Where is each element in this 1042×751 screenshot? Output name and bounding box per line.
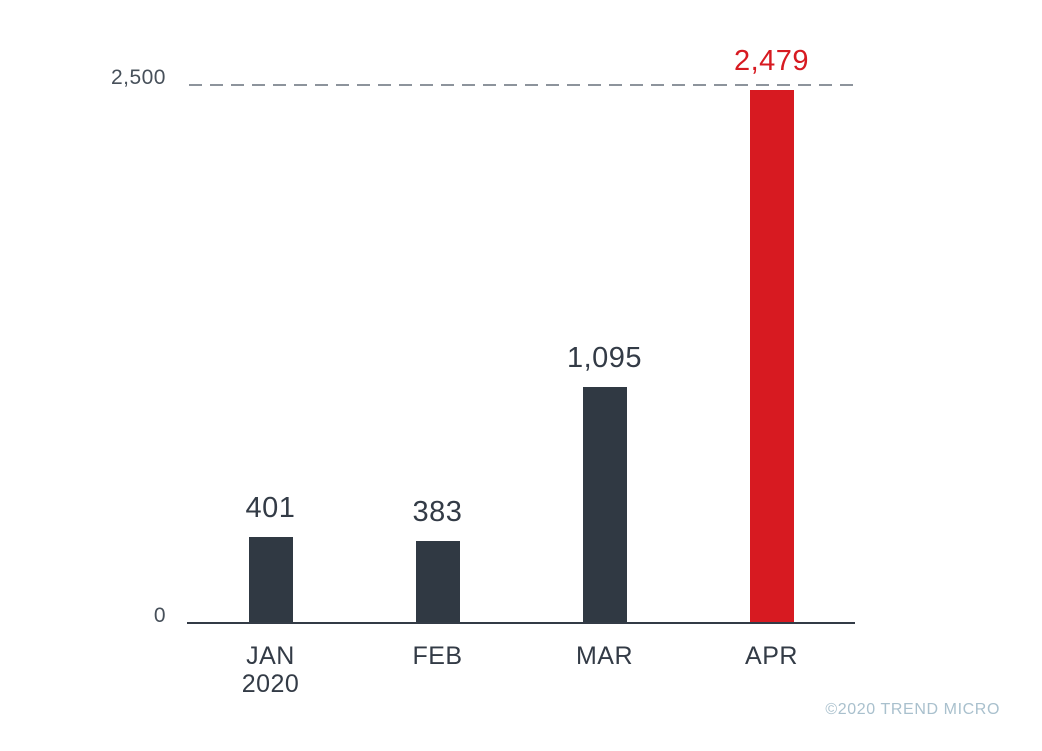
x-category-label-line: 2020 bbox=[241, 670, 300, 698]
y-tick-label: 0 bbox=[153, 604, 166, 627]
bar-value-label-feb: 383 bbox=[412, 495, 463, 528]
bar-value-label-jan: 401 bbox=[245, 491, 296, 524]
bar-jan bbox=[248, 536, 293, 623]
y-tick-label: 2,500 bbox=[110, 66, 166, 89]
copyright-text: ©2020 TREND MICRO bbox=[825, 701, 1000, 718]
bar-feb bbox=[415, 540, 460, 623]
bar-column-mar: 1,095 bbox=[521, 342, 688, 623]
bar-value-label-apr: 2,479 bbox=[733, 44, 810, 77]
bar-column-feb: 383 bbox=[354, 496, 521, 623]
x-category-label-apr: APR bbox=[688, 642, 855, 698]
x-axis-category-labels: JAN 2020 FEB MAR APR bbox=[187, 642, 855, 698]
x-category-label-line: MAR bbox=[575, 642, 634, 670]
x-category-label-line: FEB bbox=[412, 642, 463, 670]
x-category-label-line: APR bbox=[745, 642, 798, 670]
bar-mar bbox=[582, 387, 627, 623]
x-category-label-line: JAN bbox=[246, 642, 295, 670]
x-category-label-mar: MAR bbox=[521, 642, 688, 698]
bar-column-apr: 2,479 bbox=[688, 44, 855, 623]
x-category-label-feb: FEB bbox=[354, 642, 521, 698]
bar-value-label-mar: 1,095 bbox=[566, 342, 643, 375]
bars-container: 401 383 1,095 2,479 bbox=[187, 45, 855, 623]
bar-apr bbox=[749, 89, 794, 623]
threshold-dashed-line bbox=[189, 84, 855, 86]
bar-column-jan: 401 bbox=[187, 492, 354, 623]
x-axis-line bbox=[187, 622, 855, 624]
x-category-label-jan: JAN 2020 bbox=[187, 642, 354, 698]
